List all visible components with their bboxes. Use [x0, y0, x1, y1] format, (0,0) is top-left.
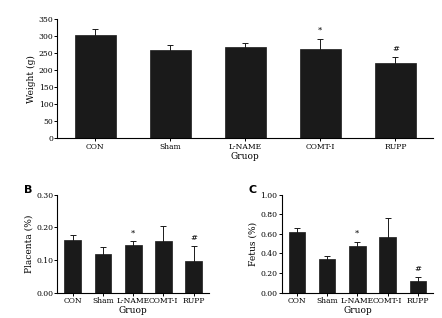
Bar — [319, 259, 335, 293]
Text: #: # — [392, 45, 399, 52]
Y-axis label: Weight (g): Weight (g) — [27, 55, 36, 103]
Text: B: B — [24, 185, 33, 195]
Bar — [300, 49, 341, 138]
Bar — [185, 261, 202, 293]
X-axis label: Gruop: Gruop — [231, 152, 260, 161]
Bar — [375, 63, 416, 138]
Bar — [410, 281, 426, 293]
Text: *: * — [355, 230, 359, 238]
Bar — [155, 241, 172, 293]
X-axis label: Gruop: Gruop — [119, 306, 148, 315]
Text: *: * — [131, 230, 135, 238]
Bar — [95, 254, 111, 293]
Bar — [289, 232, 305, 293]
Text: #: # — [190, 234, 197, 242]
Y-axis label: Placenta (%): Placenta (%) — [24, 215, 34, 273]
Bar — [65, 240, 81, 293]
Bar — [149, 50, 191, 138]
Bar — [75, 35, 116, 138]
Bar — [125, 245, 141, 293]
Bar — [379, 237, 396, 293]
Text: #: # — [415, 265, 422, 273]
Text: *: * — [318, 26, 323, 34]
X-axis label: Gruop: Gruop — [343, 306, 372, 315]
Y-axis label: Fetus (%): Fetus (%) — [249, 222, 258, 266]
Bar — [225, 47, 266, 138]
Text: C: C — [248, 185, 256, 195]
Bar — [349, 246, 366, 293]
